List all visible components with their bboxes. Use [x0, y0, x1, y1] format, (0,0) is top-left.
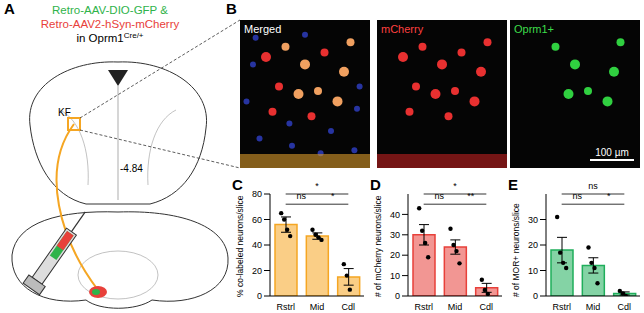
svg-text:*: *: [607, 191, 611, 201]
svg-text:Retro-AAV-DIO-GFP &: Retro-AAV-DIO-GFP &: [52, 4, 168, 16]
svg-text:ns: ns: [588, 181, 598, 191]
svg-text:Merged: Merged: [244, 23, 281, 35]
svg-text:20: 20: [252, 266, 262, 276]
svg-text:# of MOR+ neurons/slice: # of MOR+ neurons/slice: [511, 203, 521, 297]
html-text:C: C: [232, 176, 243, 193]
svg-text:80: 80: [252, 189, 262, 199]
svg-text:in Oprm1Cre/+: in Oprm1Cre/+: [76, 31, 143, 44]
svg-text:20: 20: [390, 250, 400, 260]
svg-text:Mid: Mid: [448, 302, 463, 312]
svg-text:60: 60: [252, 215, 262, 225]
svg-text:Rstrl: Rstrl: [552, 302, 571, 312]
svg-text:*: *: [315, 181, 319, 191]
svg-text:40: 40: [252, 240, 262, 250]
html-text:D: D: [370, 176, 381, 193]
svg-text:B: B: [226, 0, 237, 17]
svg-text:ns: ns: [573, 191, 583, 201]
svg-text:A: A: [4, 0, 15, 17]
svg-text:% co-labeled neurons/slice: % co-labeled neurons/slice: [235, 195, 245, 297]
svg-text:0: 0: [395, 291, 400, 301]
svg-text:10: 10: [528, 266, 538, 276]
svg-text:Cdl: Cdl: [480, 302, 494, 312]
svg-text:ns: ns: [435, 191, 445, 201]
svg-text:30: 30: [528, 215, 538, 225]
svg-text:Retro-AAV2-hSyn-mCherry: Retro-AAV2-hSyn-mCherry: [41, 18, 180, 30]
svg-text:Cdl: Cdl: [618, 302, 632, 312]
svg-text:Rstrl: Rstrl: [276, 302, 295, 312]
html-text:E: E: [508, 176, 518, 193]
svg-text:20: 20: [528, 240, 538, 250]
svg-text:-4.84: -4.84: [120, 163, 143, 174]
svg-text:Oprm1+: Oprm1+: [514, 23, 554, 35]
svg-text:*: *: [453, 181, 457, 191]
svg-text:**: **: [467, 191, 475, 201]
svg-text:ns: ns: [297, 191, 307, 201]
svg-text:*: *: [331, 191, 335, 201]
svg-text:Mid: Mid: [586, 302, 601, 312]
svg-text:KF: KF: [58, 107, 71, 118]
svg-text:0: 0: [257, 291, 262, 301]
svg-text:Cdl: Cdl: [342, 302, 356, 312]
svg-text:40: 40: [390, 210, 400, 220]
svg-text:Mid: Mid: [310, 302, 325, 312]
svg-text:30: 30: [390, 230, 400, 240]
svg-text:10: 10: [390, 271, 400, 281]
svg-text:# of mCherry neurons/slice: # of mCherry neurons/slice: [373, 195, 383, 297]
svg-text:mCherry: mCherry: [381, 23, 424, 35]
svg-text:100 µm: 100 µm: [595, 147, 629, 158]
svg-text:0: 0: [533, 291, 538, 301]
svg-text:Rstrl: Rstrl: [414, 302, 433, 312]
